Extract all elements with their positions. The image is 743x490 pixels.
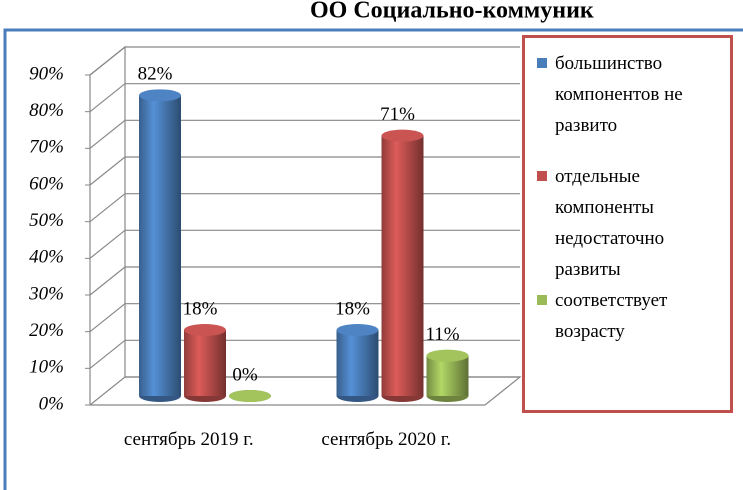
legend-label: отдельные компоненты недостаточно развит… <box>555 166 665 280</box>
y-tick-label: 70% <box>29 137 64 158</box>
y-tick-label: 40% <box>29 247 64 268</box>
legend-swatch <box>537 171 547 181</box>
y-tick-label: 60% <box>29 173 64 194</box>
y-tick-label: 10% <box>29 357 64 378</box>
bar-top <box>184 324 226 336</box>
bar-top <box>381 129 424 142</box>
legend: большинство компонентов не развито отдель… <box>522 35 733 413</box>
legend-item: соответствует возрасту <box>537 285 726 347</box>
axis-wall <box>89 45 126 405</box>
bar <box>336 330 379 396</box>
y-tick-label: 50% <box>29 210 64 231</box>
data-label: 82% <box>138 64 173 85</box>
chart-title: ОО Социально-коммуник <box>310 0 594 24</box>
legend-swatch <box>537 295 547 305</box>
bar-top <box>426 349 469 362</box>
bar-top <box>139 89 181 102</box>
y-tick-label: 80% <box>29 100 64 121</box>
data-label: 71% <box>380 104 415 125</box>
data-label: 11% <box>425 324 459 345</box>
data-label: 18% <box>335 298 370 319</box>
bar <box>381 135 424 396</box>
grid-line <box>89 46 520 76</box>
grid-line <box>89 83 520 113</box>
legend-swatch <box>537 58 547 68</box>
bar-top <box>229 390 271 402</box>
y-tick-label: 30% <box>28 283 64 304</box>
legend-label: большинство компонентов не развито <box>555 53 683 136</box>
y-tick-label: 90% <box>29 63 64 84</box>
data-label: 0% <box>232 364 258 385</box>
y-tick-label: 20% <box>29 320 64 341</box>
y-tick-label: 0% <box>39 393 64 414</box>
bar <box>184 330 226 396</box>
x-tick-label: сентябрь 2020 г. <box>321 429 452 450</box>
frame <box>3 28 743 490</box>
legend-label: соответствует возрасту <box>555 290 668 342</box>
data-label: 18% <box>183 298 218 319</box>
grid-line <box>89 119 520 149</box>
bar-top <box>336 324 379 336</box>
x-tick-label: сентябрь 2019 г. <box>123 429 254 450</box>
legend-item: большинство компонентов не развито <box>537 48 726 141</box>
bar <box>426 355 469 396</box>
bar <box>139 95 181 396</box>
legend-item: отдельные компоненты недостаточно развит… <box>537 161 726 285</box>
